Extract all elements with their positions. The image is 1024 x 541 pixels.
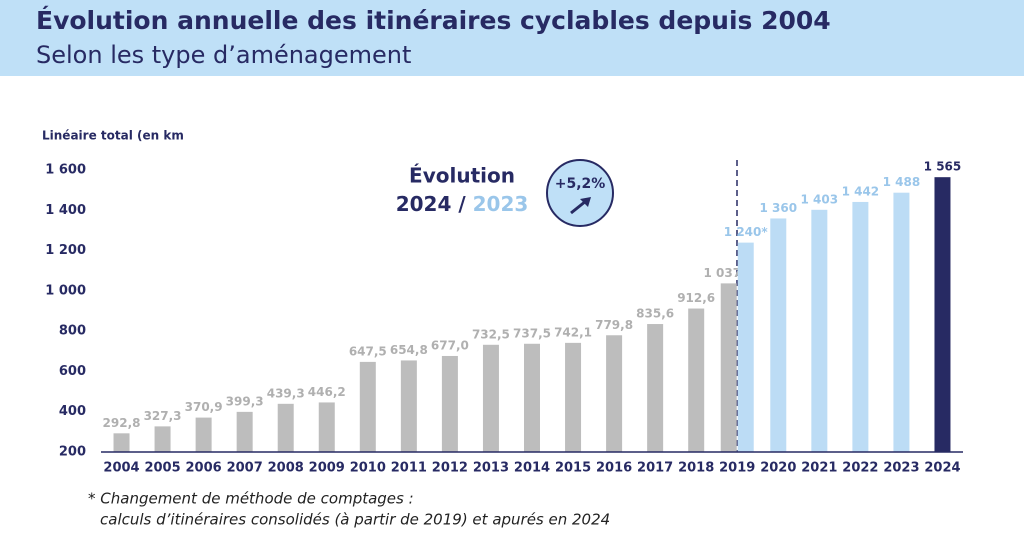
x-tick-label: 2014 — [514, 461, 550, 476]
x-tick-label: 2021 — [801, 461, 837, 476]
y-axis-label: Linéaire total (en km — [42, 129, 184, 143]
bar — [565, 342, 582, 452]
value-label: 399,3 — [226, 394, 264, 408]
bar — [154, 426, 171, 452]
x-tick-label: 2013 — [473, 461, 509, 476]
annotation-current: 2024 — [396, 192, 452, 216]
value-label: 439,3 — [267, 386, 305, 400]
bar — [720, 283, 737, 452]
x-tick-label: 2018 — [678, 461, 714, 476]
x-tick-label: 2023 — [883, 461, 919, 476]
x-tick-label: 2007 — [227, 461, 263, 476]
value-label: 1 565 — [924, 160, 962, 174]
value-label: 1 403 — [801, 192, 839, 206]
x-tick-label: 2009 — [309, 461, 345, 476]
bar — [236, 411, 253, 452]
value-label: 835,6 — [636, 307, 674, 321]
bar — [400, 360, 417, 452]
bar — [113, 433, 130, 452]
bar — [482, 344, 499, 452]
y-tick-label: 1 400 — [45, 203, 86, 218]
bar — [606, 335, 623, 452]
bar — [893, 192, 910, 452]
header-band — [0, 0, 1024, 76]
value-label: 446,2 — [308, 385, 346, 399]
y-tick-label: 1 200 — [45, 243, 86, 258]
y-tick-label: 600 — [59, 364, 86, 379]
value-label: 732,5 — [472, 327, 510, 341]
x-tick-label: 2016 — [596, 461, 632, 476]
bar — [811, 209, 828, 452]
x-tick-label: 2019 — [719, 461, 755, 476]
bar — [770, 218, 787, 452]
value-label: 1 442 — [842, 184, 880, 198]
value-label: 737,5 — [513, 326, 551, 340]
bar — [852, 201, 869, 452]
y-tick-label: 800 — [59, 324, 86, 339]
footnote-line: * Changement de méthode de comptages : — [88, 490, 414, 508]
y-tick-label: 1 000 — [45, 283, 86, 298]
change-arrow — [570, 199, 587, 215]
x-tick-label: 2005 — [144, 461, 180, 476]
change-arrow-head — [580, 197, 591, 207]
bar — [441, 355, 458, 452]
value-label: 912,6 — [677, 291, 715, 305]
annotation-title: Évolution — [409, 164, 515, 188]
value-label: 647,5 — [349, 344, 387, 358]
change-value: +5,2% — [555, 176, 606, 192]
annotation-previous: 2023 — [473, 192, 529, 216]
x-tick-label: 2020 — [760, 461, 796, 476]
chart-title: Évolution annuelle des itinéraires cycla… — [36, 6, 831, 35]
value-label: 677,0 — [431, 338, 469, 352]
value-label: 1 488 — [883, 175, 921, 189]
value-label: 1 240* — [724, 225, 769, 239]
value-label: 779,8 — [595, 318, 633, 332]
x-tick-label: 2017 — [637, 461, 673, 476]
chart-subtitle: Selon les type d’aménagement — [36, 41, 411, 69]
x-tick-label: 2011 — [391, 461, 427, 476]
bar — [934, 177, 951, 452]
x-tick-label: 2024 — [924, 461, 960, 476]
value-label: 742,1 — [554, 325, 592, 339]
y-tick-label: 1 600 — [45, 163, 86, 178]
y-tick-label: 200 — [59, 445, 86, 460]
change-badge — [546, 159, 614, 227]
value-label: 327,3 — [144, 409, 182, 423]
bar — [647, 324, 664, 452]
bar — [524, 343, 540, 452]
x-tick-label: 2012 — [432, 461, 468, 476]
bar — [359, 361, 376, 452]
x-tick-label: 2010 — [350, 461, 386, 476]
bar — [737, 242, 754, 452]
x-tick-label: 2008 — [268, 461, 304, 476]
x-tick-label: 2004 — [103, 461, 139, 476]
value-label: 1 360 — [759, 201, 797, 215]
bar — [277, 403, 294, 452]
annotation-separator: / — [458, 192, 466, 216]
value-label: 292,8 — [103, 416, 141, 430]
value-label: 370,9 — [185, 400, 223, 414]
footnote-line: calculs d’itinéraires consolidés (à part… — [100, 511, 610, 529]
x-tick-label: 2015 — [555, 461, 591, 476]
x-tick-label: 2022 — [842, 461, 878, 476]
annotation-years: 2024 / 2023 — [396, 192, 529, 216]
bar — [318, 402, 335, 452]
value-label: 654,8 — [390, 343, 428, 357]
bar — [688, 308, 705, 452]
y-tick-label: 400 — [59, 404, 86, 419]
bar — [195, 417, 212, 452]
x-tick-label: 2006 — [186, 461, 222, 476]
